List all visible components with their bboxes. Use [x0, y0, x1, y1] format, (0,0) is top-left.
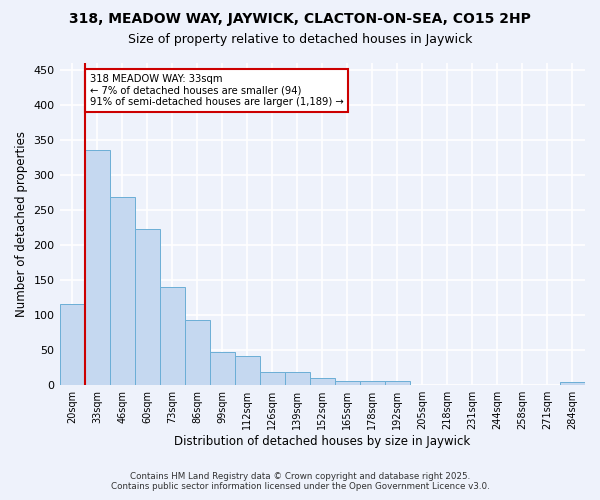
- Bar: [335, 380, 360, 384]
- Bar: [285, 372, 310, 384]
- Text: 318, MEADOW WAY, JAYWICK, CLACTON-ON-SEA, CO15 2HP: 318, MEADOW WAY, JAYWICK, CLACTON-ON-SEA…: [69, 12, 531, 26]
- Bar: [560, 382, 585, 384]
- Y-axis label: Number of detached properties: Number of detached properties: [15, 130, 28, 316]
- Bar: [85, 150, 110, 384]
- Bar: [360, 380, 385, 384]
- Bar: [260, 372, 285, 384]
- Bar: [185, 320, 209, 384]
- Bar: [209, 352, 235, 384]
- Bar: [59, 304, 85, 384]
- X-axis label: Distribution of detached houses by size in Jaywick: Distribution of detached houses by size …: [174, 434, 470, 448]
- Text: 318 MEADOW WAY: 33sqm
← 7% of detached houses are smaller (94)
91% of semi-detac: 318 MEADOW WAY: 33sqm ← 7% of detached h…: [89, 74, 343, 107]
- Bar: [310, 378, 335, 384]
- Bar: [160, 286, 185, 384]
- Bar: [235, 356, 260, 384]
- Bar: [134, 229, 160, 384]
- Text: Contains HM Land Registry data © Crown copyright and database right 2025.
Contai: Contains HM Land Registry data © Crown c…: [110, 472, 490, 491]
- Bar: [110, 197, 134, 384]
- Bar: [385, 381, 410, 384]
- Text: Size of property relative to detached houses in Jaywick: Size of property relative to detached ho…: [128, 32, 472, 46]
